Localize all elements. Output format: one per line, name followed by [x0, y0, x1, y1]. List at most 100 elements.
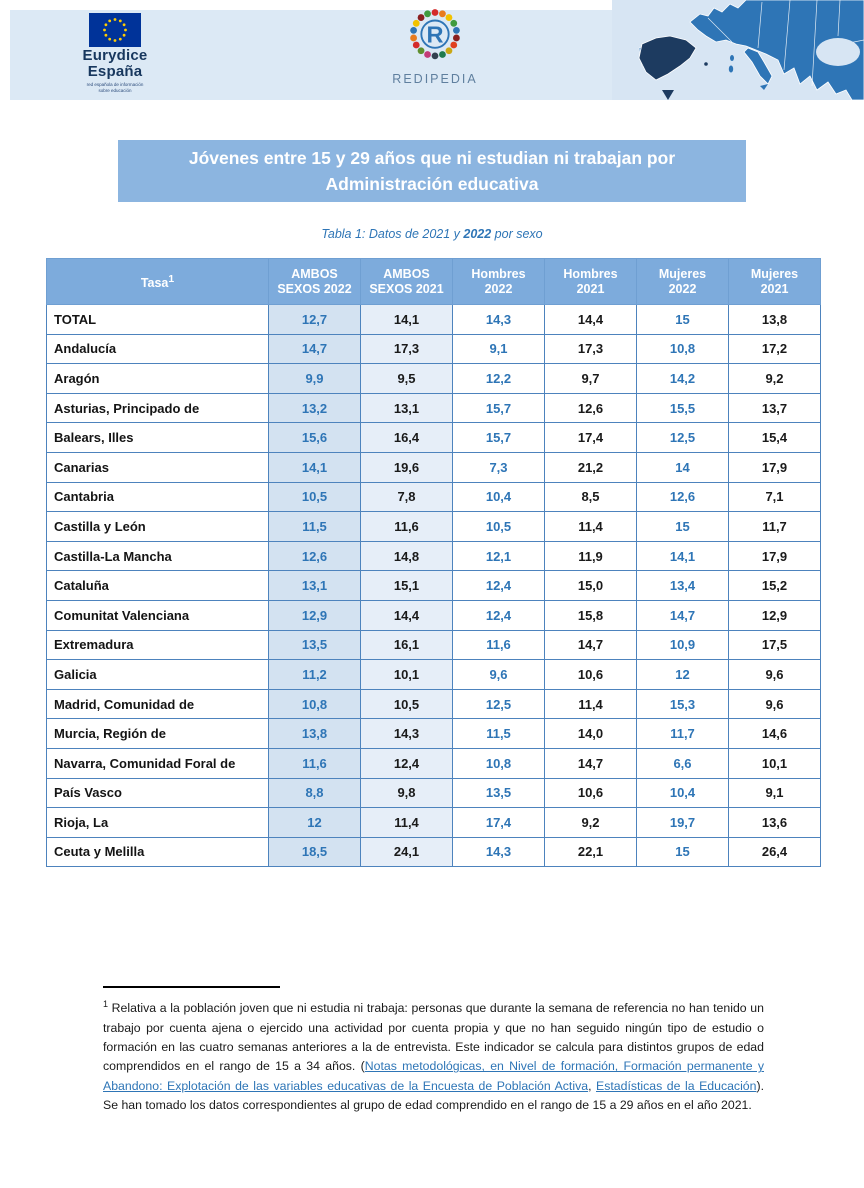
value-cell: 10,6	[544, 659, 637, 690]
table-row: Balears, Illes 15,6 16,4 15,7 17,4 12,5 15,4	[46, 422, 821, 453]
value-cell: 12,6	[636, 481, 729, 513]
value-cell: 12	[636, 659, 729, 690]
redipedia-letter: R	[426, 22, 443, 48]
table-row: Cataluña 13,1 15,1 12,4 15,0 13,4 15,2	[46, 570, 821, 601]
value-cell: 14,0	[544, 718, 637, 749]
value-cell: 17,5	[728, 629, 821, 661]
value-cell: 13,8	[268, 718, 361, 749]
value-cell: 8,5	[544, 481, 637, 513]
region-label: Madrid, Comunidad de	[46, 688, 269, 720]
region-label: Murcia, Región de	[46, 718, 269, 749]
value-cell: 10,4	[636, 777, 729, 809]
value-cell: 12,9	[728, 599, 821, 631]
footnote-link-estadisticas-educacion[interactable]: Estadísticas de la Educación	[596, 1078, 757, 1093]
region-label: Castilla y León	[46, 511, 269, 542]
value-cell: 17,9	[728, 451, 821, 483]
table-row: Extremadura 13,5 16,1 11,6 14,7 10,9 17,5	[46, 629, 821, 661]
value-cell: 15,1	[360, 570, 453, 601]
europe-map-graphic	[612, 0, 864, 100]
value-cell: 17,4	[544, 422, 637, 453]
value-cell: 11,9	[544, 540, 637, 572]
value-cell: 9,6	[728, 688, 821, 720]
value-cell: 26,4	[728, 836, 821, 868]
value-cell: 13,2	[268, 392, 361, 424]
table-row: Navarra, Comunidad Foral de 11,6 12,4 10,8 1…	[46, 747, 821, 779]
value-cell: 15,8	[544, 599, 637, 631]
value-cell: 11,7	[636, 718, 729, 749]
table-body: TOTAL 12,7 14,1 14,3 14,4 15 13,8 Andalucía 14,7…	[46, 304, 821, 868]
column-header-hombres-2021: Hombres 2021	[544, 258, 637, 305]
value-cell: 13,5	[268, 629, 361, 661]
region-label: Navarra, Comunidad Foral de	[46, 747, 269, 779]
value-cell: 10,8	[268, 688, 361, 720]
page-title-line1: Jóvenes entre 15 y 29 años que ni estudi…	[188, 148, 676, 168]
value-cell: 13,8	[728, 304, 821, 335]
region-label: Comunitat Valenciana	[46, 599, 269, 631]
eurydice-logo: Eurydice España red española de informac…	[60, 13, 170, 93]
value-cell: 12,2	[452, 363, 545, 394]
value-cell: 12,5	[636, 422, 729, 453]
value-cell: 19,7	[636, 807, 729, 838]
value-cell: 12,4	[452, 570, 545, 601]
value-cell: 9,6	[728, 659, 821, 690]
region-label: Extremadura	[46, 629, 269, 661]
value-cell: 13,1	[360, 392, 453, 424]
page-title-line2: Administración educativa	[325, 174, 539, 194]
table-row: Castilla-La Mancha 12,6 14,8 12,1 11,9 14,1 17…	[46, 540, 821, 572]
table-row: Murcia, Región de 13,8 14,3 11,5 14,0 11,7 14,…	[46, 718, 821, 749]
table-row: Comunitat Valenciana 12,9 14,4 12,4 15,8 14,7…	[46, 599, 821, 631]
footnote: 1 Relativa a la población joven que ni e…	[103, 986, 764, 1116]
value-cell: 12	[268, 807, 361, 838]
eurydice-name-line1: Eurydice	[82, 47, 148, 64]
value-cell: 14,2	[636, 363, 729, 394]
column-header-mujeres-2022: Mujeres 2022	[636, 258, 729, 305]
column-header-hombres-2022: Hombres 2022	[452, 258, 545, 305]
value-cell: 17,3	[360, 333, 453, 365]
region-label: Rioja, La	[46, 807, 269, 838]
value-cell: 17,9	[728, 540, 821, 572]
redipedia-logo: R REDIPEDIA	[382, 5, 488, 86]
value-cell: 14,7	[268, 333, 361, 365]
value-cell: 15	[636, 511, 729, 542]
redipedia-icon: R	[410, 9, 460, 60]
page-title: Jóvenes entre 15 y 29 años que ni estudi…	[118, 140, 746, 202]
value-cell: 14,1	[268, 451, 361, 483]
value-cell: 9,6	[452, 659, 545, 690]
value-cell: 13,6	[728, 807, 821, 838]
europe-map	[612, 0, 864, 100]
value-cell: 17,2	[728, 333, 821, 365]
value-cell: 18,5	[268, 836, 361, 868]
value-cell: 14,8	[360, 540, 453, 572]
value-cell: 11,5	[268, 511, 361, 542]
value-cell: 21,2	[544, 451, 637, 483]
table-row: País Vasco 8,8 9,8 13,5 10,6 10,4 9,1	[46, 777, 821, 809]
value-cell: 10,8	[452, 747, 545, 779]
eurydice-name-line2: España	[87, 63, 143, 80]
value-cell: 15,5	[636, 392, 729, 424]
table-row: Asturias, Principado de 13,2 13,1 15,7 12,6 1…	[46, 392, 821, 424]
region-label: TOTAL	[46, 304, 269, 335]
table-row: Madrid, Comunidad de 10,8 10,5 12,5 11,4 15,3…	[46, 688, 821, 720]
value-cell: 9,2	[544, 807, 637, 838]
value-cell: 14,6	[728, 718, 821, 749]
value-cell: 12,5	[452, 688, 545, 720]
column-header-ambos-2022: AMBOS SEXOS 2022	[268, 258, 361, 305]
region-label: Ceuta y Melilla	[46, 836, 269, 868]
value-cell: 14,7	[544, 747, 637, 779]
value-cell: 13,4	[636, 570, 729, 601]
value-cell: 13,7	[728, 392, 821, 424]
value-cell: 10,1	[728, 747, 821, 779]
eu-flag-icon	[89, 13, 141, 47]
value-cell: 9,8	[360, 777, 453, 809]
footnote-link-notas-metodologicas[interactable]: Notas metodológicas, en Nivel de formaci…	[103, 1059, 764, 1093]
table-row: Ceuta y Melilla 18,5 24,1 14,3 22,1 15 26,4	[46, 836, 821, 868]
eurydice-subtitle-line2: sobre educación	[98, 87, 132, 93]
value-cell: 11,4	[544, 511, 637, 542]
value-cell: 14	[636, 451, 729, 483]
value-cell: 9,7	[544, 363, 637, 394]
column-header-tasa: Tasa1	[46, 258, 269, 305]
value-cell: 15,6	[268, 422, 361, 453]
value-cell: 14,1	[360, 304, 453, 335]
value-cell: 12,6	[268, 540, 361, 572]
table-row: Andalucía 14,7 17,3 9,1 17,3 10,8 17,2	[46, 333, 821, 365]
